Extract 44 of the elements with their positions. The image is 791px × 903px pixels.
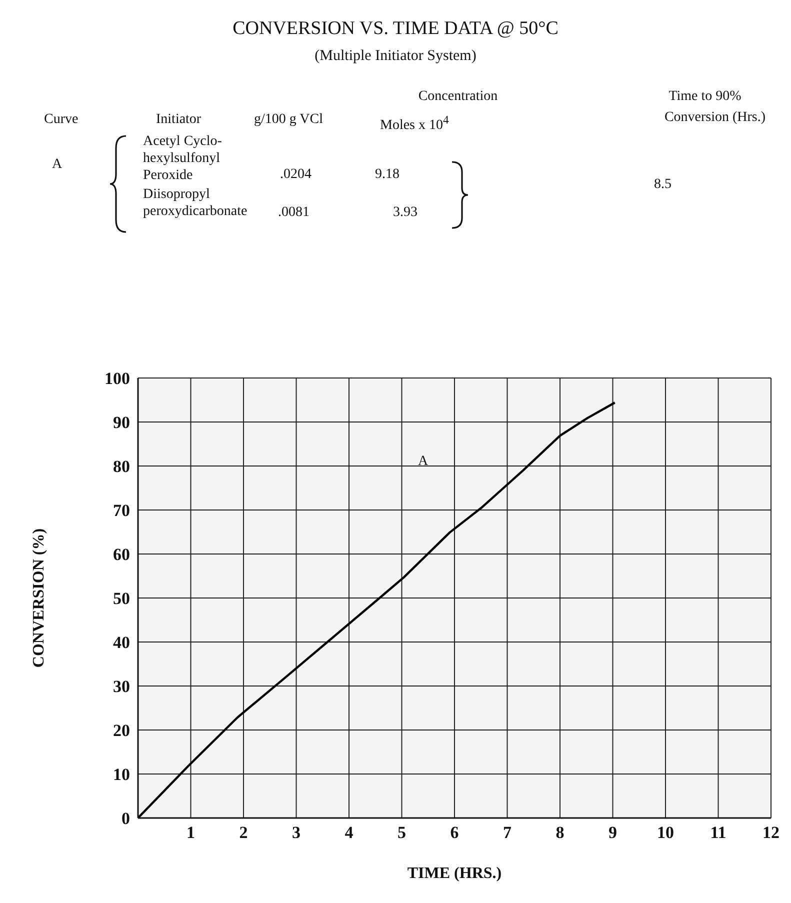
text: Acetyl Cyclo-hexylsulfonyl Peroxide [143,134,222,183]
y-tick-label: 80 [113,457,130,476]
y-tick-label: 60 [113,545,130,564]
x-tick-label: 2 [239,823,248,842]
y-tick-label: 70 [113,501,130,520]
y-tick-label: 30 [113,677,130,696]
x-tick-label: 11 [710,823,726,842]
text: 3.93 [393,205,418,220]
text: Moles x 10$^{4}$ [380,113,449,133]
text: A [52,157,62,172]
x-tick-label: 5 [398,823,406,842]
text: Time to 90% [668,89,742,104]
chart-title: CONVERSION VS. TIME DATA @ 50°C [232,18,560,40]
y-tick-label: 90 [113,413,130,432]
text: Concentration [418,89,498,104]
y-tick-label: 40 [113,633,130,652]
x-tick-label: 7 [503,823,512,842]
x-tick-label: 6 [450,823,459,842]
text: g/100 g VCl [254,112,323,127]
y-tick-label: 0 [122,809,130,828]
x-tick-label: 8 [556,823,564,842]
annotation: A [418,454,428,469]
text: Diisopropyl peroxydicarbonate [143,187,248,219]
y-tick-label: 100 [104,369,130,388]
y-tick-label: 50 [113,589,130,608]
chart-subtitle: (Multiple Initiator System) [314,48,478,65]
x-tick-label: 12 [762,823,780,842]
text: Curve [44,112,78,127]
text: .0204 [280,167,312,182]
text: 8.5 [654,177,672,192]
text: Initiator [156,112,202,127]
y-axis-title: CONVERSION (%) [30,528,48,668]
x-tick-label: 10 [657,823,674,842]
x-tick-label: 9 [608,823,617,842]
x-tick-label: 1 [186,823,195,842]
y-tick-label: 10 [113,765,130,784]
x-tick-label: 3 [292,823,300,842]
text: 9.18 [375,167,400,182]
text: Conversion (Hrs.) [664,110,766,125]
y-tick-label: 20 [113,721,130,740]
line-series [138,402,616,818]
text: .0081 [278,205,310,220]
x-tick-label: 4 [344,823,354,842]
x-axis-title: TIME (HRS.) [407,865,502,882]
